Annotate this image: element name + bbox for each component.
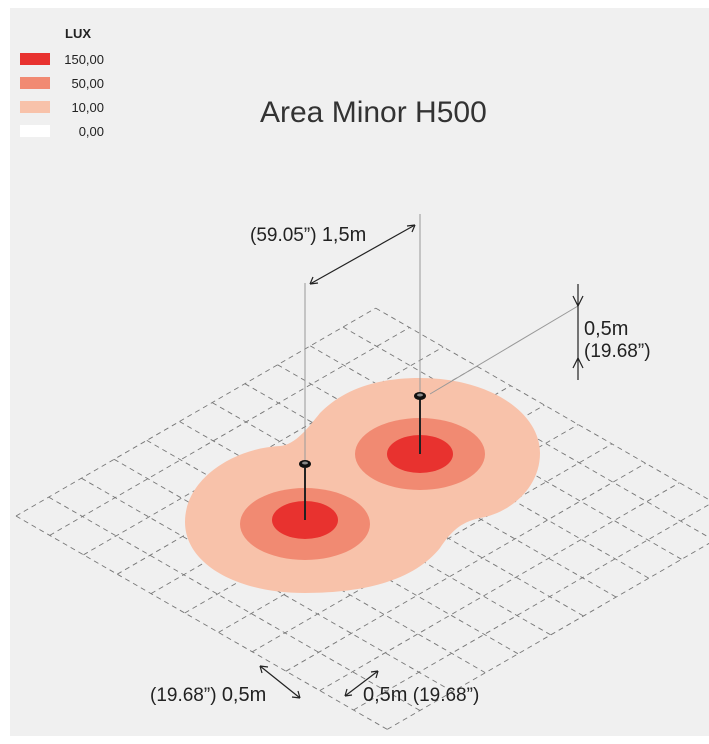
luminaire-right	[414, 392, 426, 454]
lux-legend: LUX 150,00 50,00 10,00 0,00	[20, 26, 104, 143]
grid-right-dimension-label: 0,5m (19.68”)	[363, 684, 479, 707]
grid-left-imperial: (19.68”)	[150, 685, 217, 706]
legend-item-0: 0,00	[20, 119, 104, 143]
isometric-lighting-diagram	[15, 214, 709, 730]
grid-left-dimension-label: (19.68”) 0,5m	[150, 684, 266, 707]
grid-right-metric: 0,5m	[363, 684, 408, 706]
spacing-dimension-label: (59.05”) 1,5m	[250, 224, 366, 247]
diagram-canvas: LUX 150,00 50,00 10,00 0,00 Area Minor H…	[10, 8, 709, 736]
legend-item-150: 150,00	[20, 47, 104, 71]
spacing-imperial: (59.05”)	[250, 225, 317, 246]
height-imperial: (19.68”)	[584, 341, 651, 362]
legend-swatch	[20, 101, 50, 113]
luminaire-left	[299, 460, 311, 520]
legend-swatch	[20, 125, 50, 137]
grid-right-imperial: (19.68”)	[412, 685, 480, 706]
legend-title: LUX	[65, 26, 91, 41]
legend-value: 0,00	[78, 123, 104, 139]
dimension-lines	[259, 214, 584, 699]
legend-value: 150,00	[64, 51, 104, 67]
diagram-title: Area Minor H500	[260, 96, 487, 129]
legend-swatch	[20, 53, 50, 65]
grid-left-metric: 0,5m	[221, 684, 267, 706]
legend-value: 50,00	[71, 75, 104, 91]
spacing-metric: 1,5m	[321, 224, 367, 246]
legend-item-10: 10,00	[20, 95, 104, 119]
legend-item-50: 50,00	[20, 71, 104, 95]
legend-swatch	[20, 77, 50, 89]
height-dimension-label: 0,5m (19.68”)	[584, 318, 651, 363]
height-metric: 0,5m	[584, 318, 629, 340]
legend-value: 10,00	[71, 99, 104, 115]
